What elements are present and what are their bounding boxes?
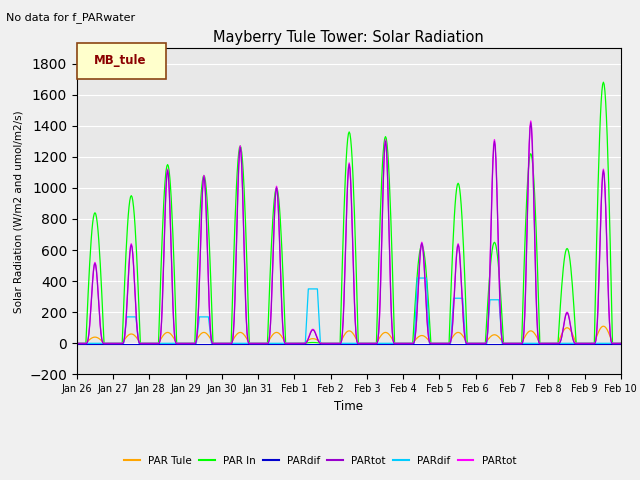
PARtot bbox=[527, 118, 534, 124]
PAR Tule bbox=[617, 340, 625, 346]
PARtot bbox=[83, 341, 90, 347]
PARtot bbox=[431, 341, 438, 347]
PARtot bbox=[617, 341, 625, 347]
Y-axis label: Solar Radiation (W/m2 and umol/m2/s): Solar Radiation (W/m2 and umol/m2/s) bbox=[13, 110, 24, 312]
PAR Tule bbox=[223, 340, 230, 346]
PARdif bbox=[416, 275, 424, 281]
Line: PARtot: PARtot bbox=[77, 122, 621, 344]
Line: PARtot: PARtot bbox=[77, 121, 621, 343]
PAR In bbox=[600, 79, 607, 85]
PAR In bbox=[617, 340, 625, 346]
X-axis label: Time: Time bbox=[334, 400, 364, 413]
PAR Tule bbox=[73, 340, 81, 346]
PARdif bbox=[431, 340, 439, 346]
PAR In bbox=[194, 256, 202, 262]
PAR Tule bbox=[415, 334, 422, 339]
PARtot bbox=[415, 276, 422, 281]
PARtot bbox=[73, 341, 81, 347]
PAR In bbox=[431, 340, 438, 346]
PARdif bbox=[223, 340, 230, 346]
PAR Tule bbox=[600, 324, 607, 329]
PAR Tule bbox=[139, 340, 147, 346]
PARdif bbox=[83, 340, 90, 346]
PAR In bbox=[139, 340, 147, 346]
PAR In bbox=[223, 340, 230, 346]
PARdif bbox=[73, 340, 81, 346]
PARdif bbox=[194, 327, 202, 333]
Title: Mayberry Tule Tower: Solar Radiation: Mayberry Tule Tower: Solar Radiation bbox=[213, 30, 484, 46]
PARdif bbox=[223, 341, 230, 347]
PAR Tule bbox=[194, 335, 202, 341]
PARdif bbox=[413, 275, 421, 281]
PARtot bbox=[617, 340, 625, 346]
Line: PAR In: PAR In bbox=[77, 82, 621, 343]
Line: PAR Tule: PAR Tule bbox=[77, 326, 621, 343]
Line: PARdif: PARdif bbox=[77, 278, 621, 343]
PARdif bbox=[431, 341, 438, 347]
Text: MB_tule: MB_tule bbox=[94, 54, 147, 68]
PARtot bbox=[139, 341, 147, 347]
PARdif bbox=[139, 341, 147, 347]
PAR In bbox=[73, 340, 81, 346]
PARtot bbox=[223, 341, 230, 347]
PAR Tule bbox=[431, 340, 438, 346]
PAR Tule bbox=[83, 340, 90, 346]
PARtot bbox=[194, 320, 202, 326]
PARdif bbox=[617, 341, 625, 347]
PARdif bbox=[73, 341, 81, 347]
PARdif bbox=[617, 340, 625, 346]
PARdif bbox=[139, 340, 147, 346]
PARdif bbox=[83, 341, 90, 347]
PAR In bbox=[83, 324, 90, 329]
PARtot bbox=[194, 320, 202, 325]
PARdif bbox=[415, 341, 422, 347]
PARtot bbox=[431, 340, 438, 346]
PARdif bbox=[194, 341, 202, 347]
Text: No data for f_PARwater: No data for f_PARwater bbox=[6, 12, 136, 23]
PARtot bbox=[139, 340, 147, 346]
PARtot bbox=[223, 340, 230, 346]
PARtot bbox=[415, 275, 422, 281]
PARtot bbox=[83, 340, 90, 346]
PARtot bbox=[73, 340, 81, 346]
PARtot bbox=[527, 120, 534, 125]
PAR In bbox=[415, 256, 422, 262]
Legend: PAR Tule, PAR In, PARdif, PARtot, PARdif, PARtot: PAR Tule, PAR In, PARdif, PARtot, PARdif… bbox=[120, 452, 520, 470]
